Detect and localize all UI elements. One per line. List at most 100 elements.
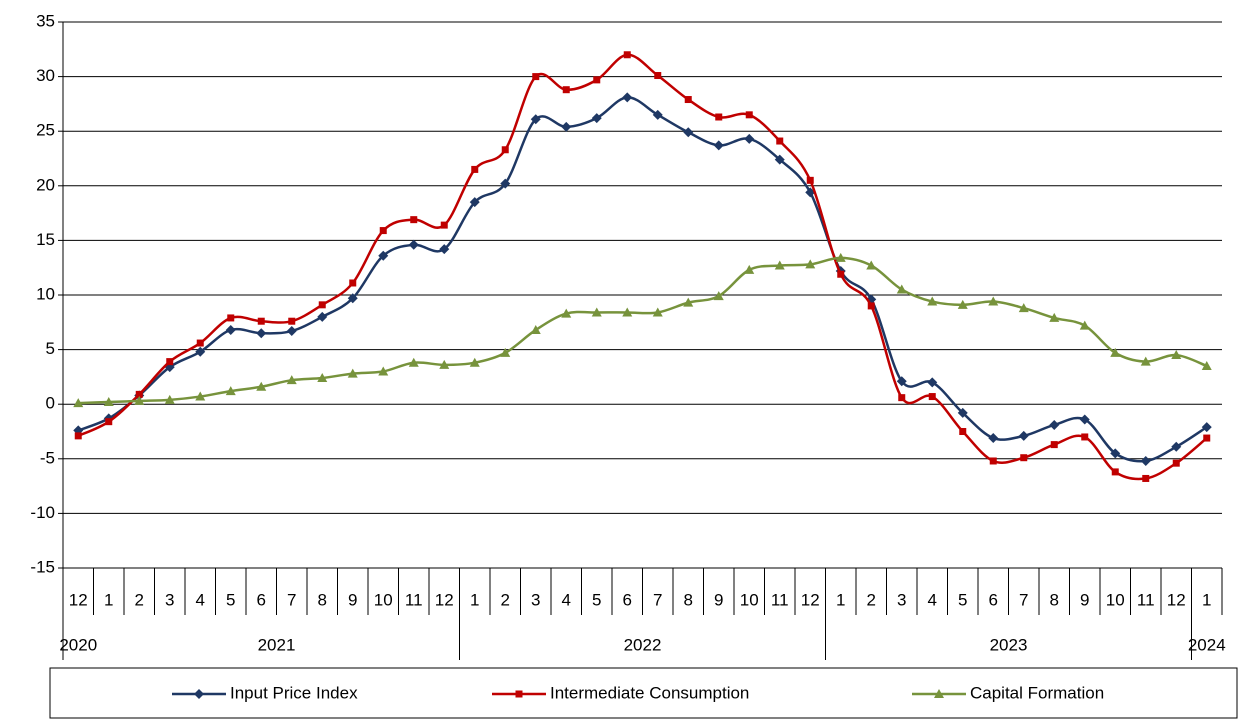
data-point: [684, 96, 692, 104]
x-tick-label: 7: [1019, 590, 1028, 609]
x-tick-label: 7: [653, 590, 662, 609]
data-point: [1203, 434, 1211, 442]
legend-label: Intermediate Consumption: [550, 683, 749, 702]
x-tick-label: 8: [1050, 590, 1059, 609]
year-label: 2024: [1188, 635, 1226, 654]
data-point: [227, 314, 235, 322]
x-tick-label: 11: [771, 590, 789, 609]
data-point: [806, 176, 814, 184]
data-point: [378, 366, 389, 376]
data-point: [561, 308, 572, 318]
data-point: [500, 347, 511, 357]
data-point: [1049, 419, 1060, 430]
data-point: [1171, 441, 1182, 452]
data-point: [318, 301, 326, 309]
data-point: [347, 368, 358, 378]
data-point: [774, 260, 785, 270]
data-point: [715, 113, 723, 121]
data-point: [1140, 455, 1151, 466]
data-point: [1049, 312, 1060, 322]
y-tick-label: 10: [36, 284, 55, 303]
data-point: [837, 270, 845, 278]
data-point: [928, 393, 936, 401]
data-point: [501, 146, 509, 154]
x-tick-label: 3: [897, 590, 906, 609]
year-label: 2022: [624, 635, 662, 654]
data-point: [410, 216, 418, 224]
data-point: [286, 326, 297, 337]
data-point: [591, 113, 602, 124]
data-point: [439, 359, 450, 369]
data-point: [288, 317, 296, 325]
data-point: [683, 127, 694, 138]
x-tick-label: 9: [714, 590, 723, 609]
data-point: [866, 260, 877, 270]
x-tick-label: 4: [196, 590, 205, 609]
series-line: [77, 96, 1208, 463]
data-point: [469, 197, 480, 208]
data-point: [256, 328, 267, 339]
data-point: [805, 259, 816, 269]
data-point: [317, 372, 328, 382]
data-point: [745, 111, 753, 119]
x-tick-label: 11: [405, 590, 423, 609]
data-point: [74, 432, 82, 440]
data-point: [1018, 303, 1029, 313]
data-point: [379, 227, 387, 235]
data-point: [1201, 360, 1212, 370]
data-point: [1079, 414, 1090, 425]
legend-label: Capital Formation: [970, 683, 1104, 702]
legend-marker: [194, 689, 204, 699]
y-tick-label: 15: [36, 230, 55, 249]
data-point: [1079, 320, 1090, 330]
x-tick-label: 7: [287, 590, 296, 609]
x-tick-label: 9: [348, 590, 357, 609]
data-point: [896, 284, 907, 294]
data-point: [1050, 441, 1058, 449]
data-point: [867, 302, 875, 310]
legend-marker: [934, 689, 944, 698]
data-point: [652, 109, 663, 120]
legend-box: [49, 667, 1238, 719]
year-label: 2020: [59, 635, 97, 654]
x-tick-label: 12: [435, 590, 454, 609]
x-tick-label: 8: [684, 590, 693, 609]
data-point: [408, 239, 419, 250]
data-point: [134, 395, 145, 405]
x-tick-label: 11: [1137, 590, 1155, 609]
data-point: [500, 178, 511, 189]
data-point: [257, 317, 265, 325]
data-point: [73, 398, 84, 408]
data-point: [988, 296, 999, 306]
data-point: [530, 114, 541, 125]
x-tick-label: 5: [226, 590, 235, 609]
data-point: [989, 457, 997, 465]
data-point: [103, 397, 114, 407]
x-tick-label: 2: [501, 590, 510, 609]
data-point: [166, 358, 174, 366]
data-point: [927, 377, 938, 388]
x-tick-label: 6: [623, 590, 632, 609]
data-point: [105, 418, 113, 426]
data-point: [1140, 356, 1151, 366]
x-tick-label: 1: [470, 590, 479, 609]
x-tick-label: 2: [867, 590, 876, 609]
y-tick-label: 0: [46, 394, 55, 413]
data-point: [196, 339, 204, 347]
data-point: [1171, 350, 1182, 360]
x-tick-label: 1: [836, 590, 845, 609]
y-tick-label: 30: [36, 66, 55, 85]
x-tick-label: 12: [1167, 590, 1186, 609]
data-point: [776, 137, 784, 145]
series-line: [77, 53, 1208, 481]
x-tick-label: 4: [928, 590, 937, 609]
x-tick-label: 5: [592, 590, 601, 609]
x-tick-label: 3: [165, 590, 174, 609]
x-tick-label: 1: [1202, 590, 1211, 609]
data-point: [744, 133, 755, 144]
data-point: [957, 299, 968, 309]
data-point: [988, 433, 999, 444]
x-tick-label: 12: [801, 590, 820, 609]
data-point: [1111, 468, 1119, 476]
data-point: [1201, 422, 1212, 433]
